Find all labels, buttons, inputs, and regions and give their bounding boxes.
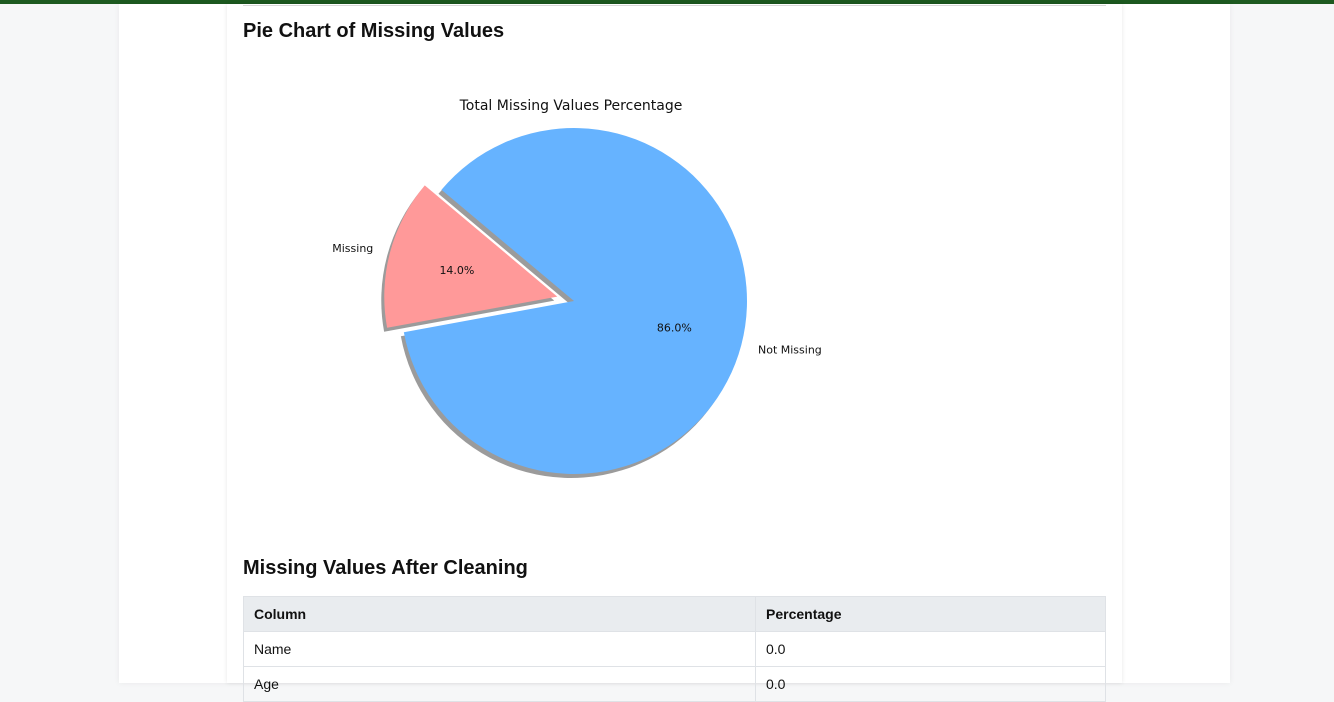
table-row: Name 0.0 — [243, 631, 1106, 667]
pie-slice-not-missing — [403, 127, 747, 474]
chart-title: Total Missing Values Percentage — [459, 98, 683, 114]
missing-values-pie-chart: Total Missing Values Percentage 14.0% Mis… — [332, 98, 822, 478]
section-divider — [243, 5, 1106, 6]
missing-values-table-heading: Missing Values After Cleaning — [243, 557, 528, 579]
percentage-cell: 0.0 — [755, 666, 1106, 702]
column-name-cell: Age — [243, 666, 756, 702]
pie-percent-label: 14.0% — [439, 264, 474, 277]
table-row: Age 0.0 — [243, 666, 1106, 702]
pie-category-label: Not Missing — [758, 344, 822, 357]
top-accent-bar — [0, 0, 1334, 4]
table-header-row: Column Percentage — [243, 596, 1106, 632]
pie-percent-label: 86.0% — [657, 322, 692, 335]
column-name-cell: Name — [243, 631, 756, 667]
missing-values-table: Column Percentage Name 0.0 Age 0.0 — [243, 596, 1106, 702]
percentage-cell: 0.0 — [755, 631, 1106, 667]
column-header: Column — [243, 596, 756, 632]
pie-category-label: Missing — [332, 242, 373, 255]
percentage-header: Percentage — [755, 596, 1106, 632]
pie-slice-missing — [384, 185, 558, 328]
pie-chart-heading: Pie Chart of Missing Values — [243, 20, 505, 42]
